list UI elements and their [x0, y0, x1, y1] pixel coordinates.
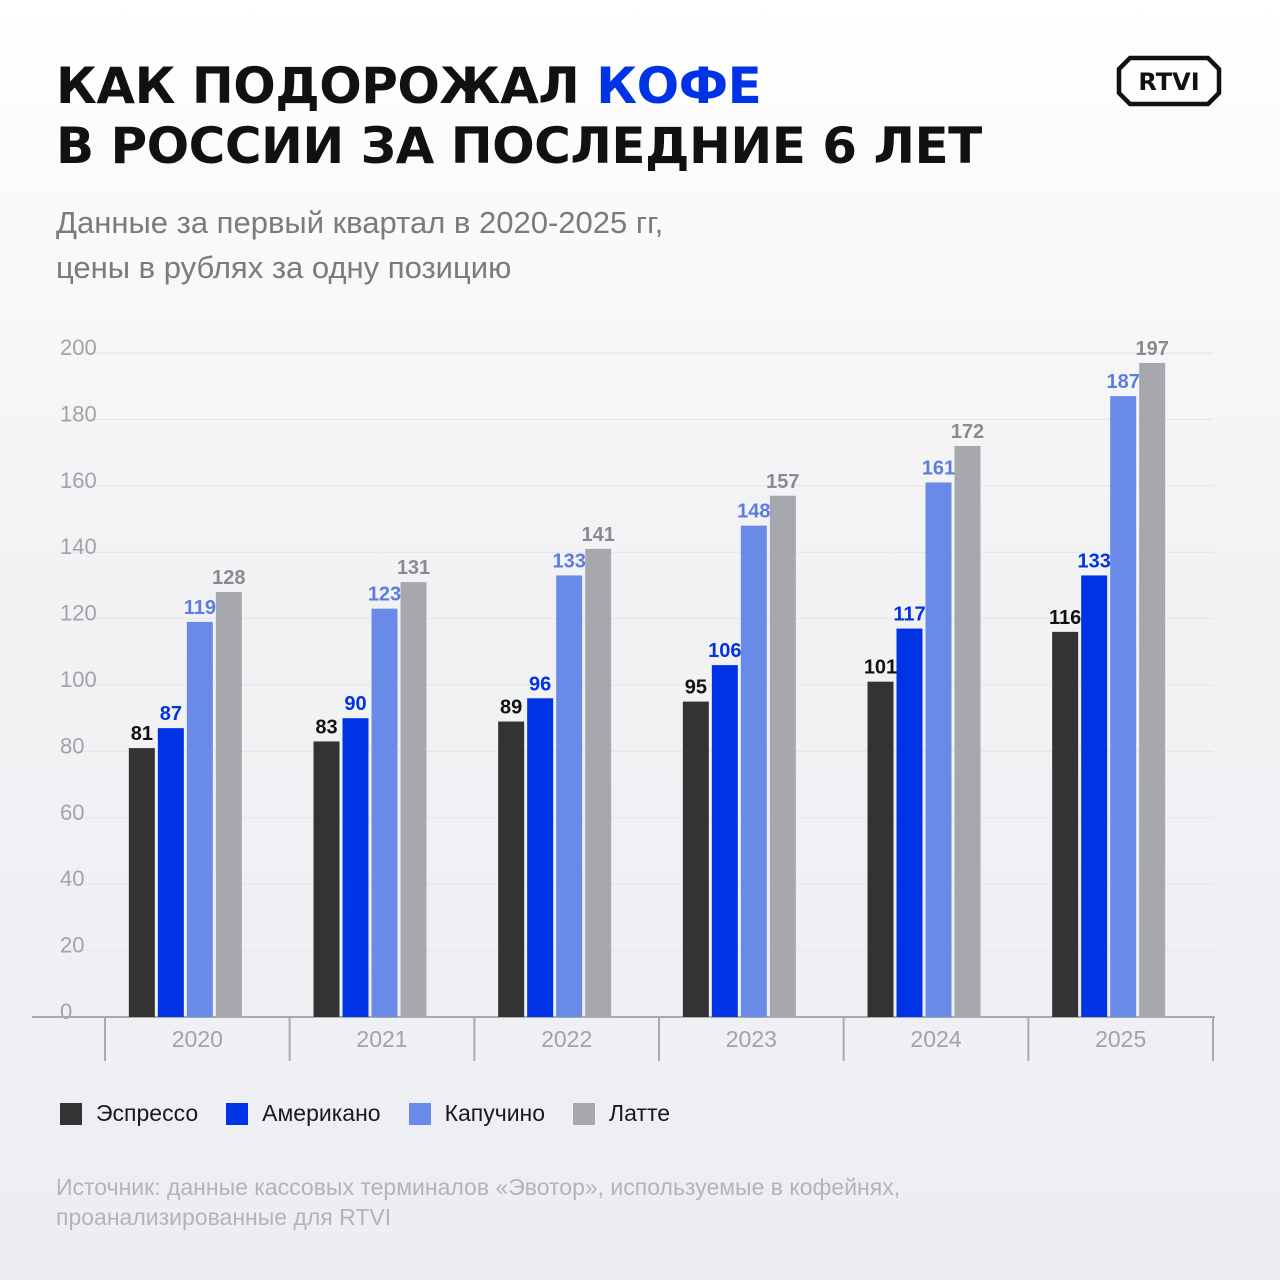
- bar-2020-2: [186, 621, 213, 1017]
- source-line2: проанализированные для RTVI: [56, 1204, 392, 1230]
- bar-label-2024-2: 161: [922, 457, 955, 479]
- y-tick-60: 60: [60, 800, 84, 825]
- y-tick-0: 0: [60, 999, 72, 1024]
- bar-2025-1: [1081, 575, 1108, 1017]
- bar-2021-2: [371, 608, 398, 1017]
- legend-item-americano: Американо: [226, 1100, 381, 1127]
- bar-label-2021-1: 90: [344, 693, 366, 715]
- chart-subtitle: Данные за первый квартал в 2020-2025 гг,…: [56, 200, 663, 290]
- y-tick-40: 40: [60, 866, 84, 891]
- bar-label-2022-1: 96: [529, 673, 551, 695]
- bar-2025-2: [1110, 396, 1137, 1017]
- bar-label-2022-3: 141: [581, 524, 614, 546]
- legend-label-latte: Латте: [609, 1100, 671, 1126]
- bar-label-2023-0: 95: [685, 677, 707, 699]
- x-tick-2023: 2023: [726, 1026, 777, 1052]
- bar-label-2024-3: 172: [951, 421, 984, 443]
- logo-text: RTVI: [1138, 68, 1199, 96]
- bar-2022-3: [585, 548, 612, 1017]
- y-tick-80: 80: [60, 733, 84, 758]
- chart-title: КАК ПОДОРОЖАЛ КОФЕ В РОССИИ ЗА ПОСЛЕДНИЕ…: [56, 56, 982, 176]
- legend-swatch-latte: [573, 1102, 596, 1125]
- bar-2020-1: [157, 728, 184, 1017]
- y-tick-160: 160: [60, 468, 97, 493]
- bar-label-2020-0: 81: [131, 723, 153, 745]
- bar-label-2021-3: 131: [397, 557, 430, 579]
- x-tick-2024: 2024: [910, 1026, 961, 1052]
- bar-2021-0: [313, 741, 340, 1017]
- y-tick-120: 120: [60, 601, 97, 626]
- bar-label-2020-3: 128: [212, 567, 245, 589]
- subtitle-line2: цены в рублях за одну позицию: [56, 250, 512, 285]
- bar-2024-2: [925, 482, 952, 1017]
- x-tick-2020: 2020: [172, 1026, 223, 1052]
- bar-label-2022-2: 133: [552, 550, 585, 572]
- bar-label-2020-1: 87: [160, 703, 182, 725]
- x-tick-2021: 2021: [356, 1026, 407, 1052]
- bar-2022-1: [527, 698, 554, 1017]
- bar-label-2020-2: 119: [184, 597, 216, 619]
- subtitle-line1: Данные за первый квартал в 2020-2025 гг,: [56, 205, 664, 240]
- bar-2023-2: [740, 525, 767, 1017]
- legend-label-americano: Американо: [262, 1100, 381, 1126]
- source-note: Источник: данные кассовых терминалов «Эв…: [56, 1172, 900, 1232]
- bar-2021-3: [400, 582, 427, 1017]
- y-tick-140: 140: [60, 534, 97, 559]
- legend-label-cappuccino: Капучино: [444, 1100, 546, 1126]
- bar-2025-0: [1052, 631, 1079, 1017]
- legend-item-espresso: Эспрессо: [60, 1100, 198, 1127]
- x-tick-2025: 2025: [1095, 1026, 1146, 1052]
- legend-item-cappuccino: Капучино: [408, 1100, 546, 1127]
- chart-legend: Эспрессо Американо Капучино Латте: [60, 1100, 698, 1127]
- title-part1: КАК ПОДОРОЖАЛ: [56, 57, 597, 115]
- bar-2025-3: [1139, 362, 1166, 1018]
- bar-label-2023-1: 106: [708, 640, 741, 662]
- source-line1: Источник: данные кассовых терминалов «Эв…: [56, 1174, 901, 1200]
- bar-2023-1: [711, 665, 738, 1017]
- bar-label-2025-3: 197: [1135, 338, 1168, 360]
- bar-2024-1: [896, 628, 923, 1017]
- bar-label-2025-2: 187: [1106, 371, 1139, 393]
- bar-label-2024-1: 117: [893, 604, 925, 626]
- bar-label-2022-0: 89: [500, 697, 522, 719]
- bar-label-2021-0: 83: [315, 716, 337, 738]
- bar-2023-3: [769, 495, 796, 1017]
- rtvi-logo: RTVI: [1116, 55, 1222, 107]
- legend-swatch-cappuccino: [408, 1102, 431, 1125]
- bar-2022-2: [556, 575, 583, 1017]
- title-line2: В РОССИИ ЗА ПОСЛЕДНИЕ 6 ЛЕТ: [56, 117, 982, 175]
- bar-label-2021-2: 123: [368, 584, 401, 606]
- bar-2024-3: [954, 445, 981, 1018]
- bar-label-2023-3: 157: [766, 471, 799, 493]
- legend-item-latte: Латте: [573, 1100, 670, 1127]
- bar-chart: 0 20 40 60 80 100 120 140 160 180 200 81 87 119 128 202…: [32, 335, 1215, 1061]
- y-tick-200: 200: [60, 335, 97, 360]
- bar-2023-0: [682, 701, 709, 1017]
- title-accent: КОФЕ: [596, 57, 762, 115]
- x-tick-2022: 2022: [541, 1026, 592, 1052]
- y-tick-180: 180: [60, 401, 97, 426]
- bar-2020-0: [128, 748, 155, 1017]
- y-tick-100: 100: [60, 667, 97, 692]
- bar-label-2023-2: 148: [737, 501, 770, 523]
- bar-label-2024-0: 101: [864, 657, 897, 679]
- legend-label-espresso: Эспрессо: [96, 1100, 199, 1126]
- bar-label-2025-0: 116: [1049, 607, 1081, 629]
- y-tick-20: 20: [60, 933, 84, 958]
- bar-2024-0: [867, 681, 894, 1017]
- bar-2022-0: [498, 721, 525, 1017]
- bar-2021-1: [342, 718, 369, 1017]
- legend-swatch-americano: [226, 1102, 249, 1125]
- bar-label-2025-1: 133: [1077, 550, 1110, 572]
- legend-swatch-espresso: [60, 1102, 82, 1125]
- bar-2020-3: [215, 592, 242, 1017]
